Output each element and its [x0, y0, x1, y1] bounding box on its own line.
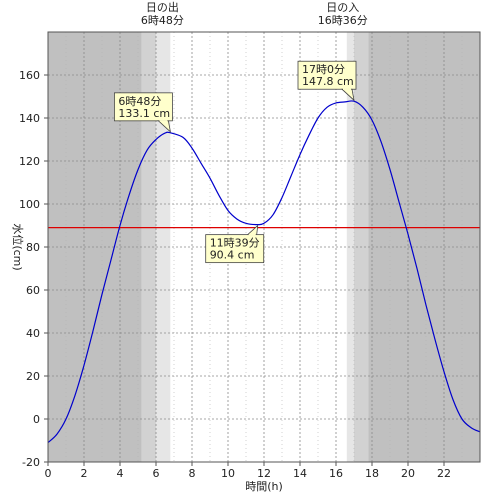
callout-box — [114, 92, 173, 122]
sunset-label: 日の入 — [326, 1, 359, 14]
x-axis-title: 時間(h) — [245, 480, 283, 493]
y-tick-label: 100 — [19, 198, 40, 211]
x-tick-label: 8 — [189, 467, 196, 480]
x-tick-label: 14 — [293, 467, 307, 480]
x-tick-label: 20 — [401, 467, 415, 480]
y-tick-label: 0 — [33, 413, 40, 426]
sunset-time: 16時36分 — [318, 14, 368, 27]
callout-level: 147.8 cm — [302, 75, 354, 88]
x-tick-label: 0 — [45, 467, 52, 480]
twilight-band-evening-1 — [346, 32, 354, 462]
y-tick-label: 20 — [26, 370, 40, 383]
twilight-band-morning-2 — [156, 32, 171, 462]
y-tick-label: -20 — [22, 456, 40, 469]
x-tick-label: 6 — [153, 467, 160, 480]
callout-time: 6時48分 — [118, 95, 161, 108]
callout-level: 90.4 cm — [210, 249, 255, 262]
sunrise-time: 6時48分 — [141, 14, 184, 27]
y-tick-label: 160 — [19, 69, 40, 82]
sunrise-label: 日の出 — [146, 0, 179, 14]
x-tick-label: 12 — [257, 467, 271, 480]
axis-ticks: 0 2 4 6 8 10 12 14 16 18 20 22 -20 0 20 40 60 80 100 120 140… — [19, 69, 451, 480]
x-tick-label: 18 — [365, 467, 379, 480]
x-tick-label: 22 — [437, 467, 451, 480]
x-tick-label: 16 — [329, 467, 343, 480]
x-tick-label: 4 — [117, 467, 124, 480]
callout-box — [205, 234, 265, 264]
x-tick-label: 10 — [221, 467, 235, 480]
callout-box — [297, 60, 357, 90]
callout-level: 133.1 cm — [118, 107, 170, 120]
y-tick-label: 140 — [19, 112, 40, 125]
y-axis-title: 水位(cm) — [11, 223, 25, 270]
tide-level-line — [47, 100, 481, 444]
tide-level-series — [47, 100, 481, 444]
y-tick-label: 40 — [26, 327, 40, 340]
callout-time: 17時0分 — [302, 63, 345, 76]
callout-time: 11時39分 — [210, 237, 260, 250]
y-tick-label: 60 — [26, 284, 40, 297]
y-tick-label: 80 — [26, 241, 40, 254]
y-tick-label: 120 — [19, 155, 40, 168]
x-tick-label: 2 — [81, 467, 88, 480]
